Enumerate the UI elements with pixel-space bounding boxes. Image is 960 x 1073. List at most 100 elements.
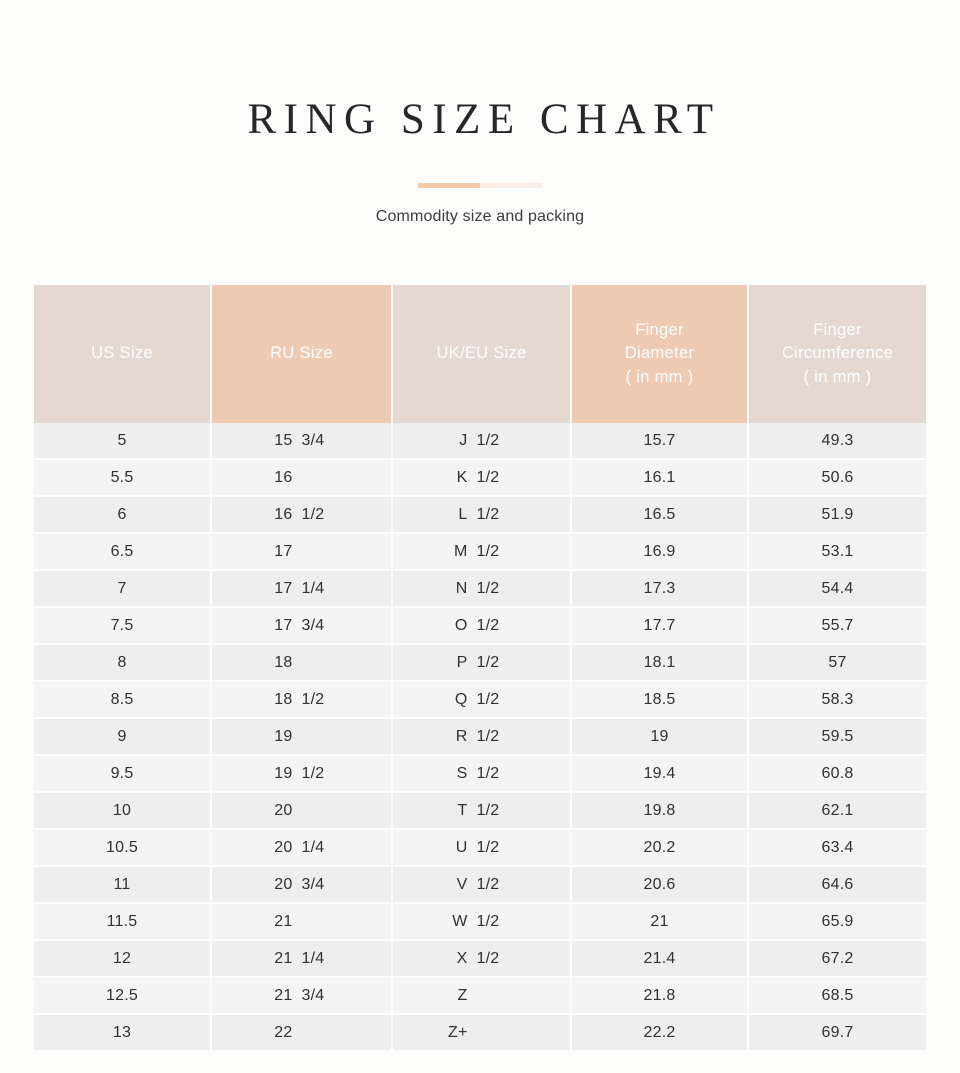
uk-eu-size-base: R (455, 727, 468, 745)
cell-finger-circumference: 69.7 (749, 1015, 926, 1050)
cell-uk-eu-size: Z+ (393, 1015, 572, 1050)
ru-size-fraction: 1/2 (301, 764, 325, 782)
cell-finger-circumference: 64.6 (749, 867, 926, 904)
table-row: 7.5 17 3/4 O 1/2 17.7 55.7 (34, 608, 926, 645)
uk-eu-size-fraction: 1/2 (476, 542, 500, 560)
uk-eu-size-base: W (452, 912, 468, 930)
ru-size-fraction: 1/4 (301, 579, 325, 597)
cell-ru-size: 20 3/4 (212, 867, 393, 904)
cell-finger-diameter: 21.8 (572, 978, 749, 1015)
column-header-finger-circumference: Finger Circumference ( in mm ) (749, 285, 926, 423)
cell-finger-diameter: 21 (572, 904, 749, 941)
cell-us-size: 8.5 (34, 682, 212, 719)
ru-size-value: 17 3/4 (259, 617, 345, 635)
cell-finger-circumference: 68.5 (749, 978, 926, 1015)
uk-eu-size-base: Z+ (447, 1023, 468, 1041)
cell-us-size: 5 (34, 423, 212, 460)
uk-eu-size-base: V (456, 875, 468, 893)
cell-ru-size: 21 1/4 (212, 941, 393, 978)
uk-eu-size-base: M (453, 542, 468, 560)
column-header-finger-circumference-line-1: Finger (813, 320, 862, 339)
page-title: RING SIZE CHART (247, 96, 721, 143)
ru-size-fraction: 3/4 (301, 986, 325, 1004)
column-header-ru-size-line-1: RU Size (270, 344, 333, 363)
table-body: 5 15 3/4 J 1/2 15.7 49.3 5.5 16 K 1/2 16.1 50.6 6 16 1/… (34, 423, 926, 1050)
uk-eu-size-base: T (457, 801, 468, 819)
cell-finger-diameter: 20.6 (572, 867, 749, 904)
uk-eu-size-fraction: 1/2 (476, 431, 500, 449)
cell-finger-diameter: 17.3 (572, 571, 749, 608)
uk-eu-size-fraction: 1/2 (476, 727, 500, 745)
cell-us-size: 11.5 (34, 904, 212, 941)
cell-uk-eu-size: S 1/2 (393, 756, 572, 793)
cell-us-size: 7.5 (34, 608, 212, 645)
cell-finger-circumference: 51.9 (749, 497, 926, 534)
uk-eu-size-fraction: 1/2 (476, 838, 500, 856)
cell-finger-circumference: 65.9 (749, 904, 926, 941)
cell-ru-size: 18 (212, 645, 393, 682)
ru-size-value: 21 3/4 (259, 987, 345, 1005)
cell-us-size: 5.5 (34, 460, 212, 497)
table-row: 9.5 19 1/2 S 1/2 19.4 60.8 (34, 756, 926, 793)
ru-size-value: 20 3/4 (259, 876, 345, 894)
cell-uk-eu-size: K 1/2 (393, 460, 572, 497)
cell-uk-eu-size: J 1/2 (393, 423, 572, 460)
cell-finger-diameter: 16.1 (572, 460, 749, 497)
uk-eu-size-fraction: 1/2 (476, 690, 500, 708)
page-header: RING SIZE CHART Commodity size and packi… (0, 0, 960, 225)
cell-finger-circumference: 54.4 (749, 571, 926, 608)
cell-ru-size: 21 (212, 904, 393, 941)
ru-size-base: 19 (274, 764, 293, 782)
cell-finger-diameter: 20.2 (572, 830, 749, 867)
cell-ru-size: 19 (212, 719, 393, 756)
cell-ru-size: 20 1/4 (212, 830, 393, 867)
cell-us-size: 6.5 (34, 534, 212, 571)
ru-size-base: 20 (274, 875, 293, 893)
cell-finger-circumference: 62.1 (749, 793, 926, 830)
cell-finger-circumference: 59.5 (749, 719, 926, 756)
cell-finger-diameter: 18.5 (572, 682, 749, 719)
cell-ru-size: 16 (212, 460, 393, 497)
column-header-finger-diameter-line-3: ( in mm ) (625, 367, 694, 386)
ru-size-value: 20 (259, 802, 345, 820)
uk-eu-size-base: Q (454, 690, 468, 708)
cell-finger-circumference: 50.6 (749, 460, 926, 497)
uk-eu-size-fraction: 1/2 (476, 653, 500, 671)
ru-size-value: 21 1/4 (259, 950, 345, 968)
column-header-finger-diameter: Finger Diameter ( in mm ) (572, 285, 749, 423)
uk-eu-size-fraction: 1/2 (476, 912, 500, 930)
ru-size-value: 16 1/2 (259, 506, 345, 524)
uk-eu-size-base: K (456, 468, 468, 486)
ru-size-base: 18 (274, 690, 293, 708)
cell-uk-eu-size: U 1/2 (393, 830, 572, 867)
uk-eu-size-value: S 1/2 (446, 765, 518, 783)
ru-size-base: 21 (274, 949, 293, 967)
ru-size-base: 20 (274, 838, 293, 856)
table-header: US Size RU Size UK/EU Size Finger Diamet… (34, 285, 926, 423)
cell-finger-circumference: 60.8 (749, 756, 926, 793)
uk-eu-size-value: J 1/2 (446, 432, 518, 450)
cell-ru-size: 18 1/2 (212, 682, 393, 719)
cell-ru-size: 20 (212, 793, 393, 830)
ru-size-base: 21 (274, 912, 293, 930)
uk-eu-size-fraction: 1/2 (476, 579, 500, 597)
ru-size-fraction: 1/4 (301, 949, 325, 967)
cell-finger-diameter: 16.9 (572, 534, 749, 571)
ru-size-fraction: 3/4 (301, 431, 325, 449)
uk-eu-size-value: L 1/2 (446, 506, 518, 524)
table-row: 6.5 17 M 1/2 16.9 53.1 (34, 534, 926, 571)
cell-us-size: 8 (34, 645, 212, 682)
cell-finger-circumference: 63.4 (749, 830, 926, 867)
uk-eu-size-value: Z (446, 987, 518, 1005)
ru-size-fraction: 1/4 (301, 838, 325, 856)
uk-eu-size-fraction: 1/2 (476, 468, 500, 486)
uk-eu-size-value: K 1/2 (446, 469, 518, 487)
ru-size-base: 21 (274, 986, 293, 1004)
cell-uk-eu-size: O 1/2 (393, 608, 572, 645)
cell-finger-circumference: 53.1 (749, 534, 926, 571)
column-header-finger-diameter-line-1: Finger (635, 320, 684, 339)
uk-eu-size-fraction: 1/2 (476, 764, 500, 782)
ru-size-value: 18 (259, 654, 345, 672)
cell-us-size: 12 (34, 941, 212, 978)
uk-eu-size-value: Q 1/2 (446, 691, 518, 709)
